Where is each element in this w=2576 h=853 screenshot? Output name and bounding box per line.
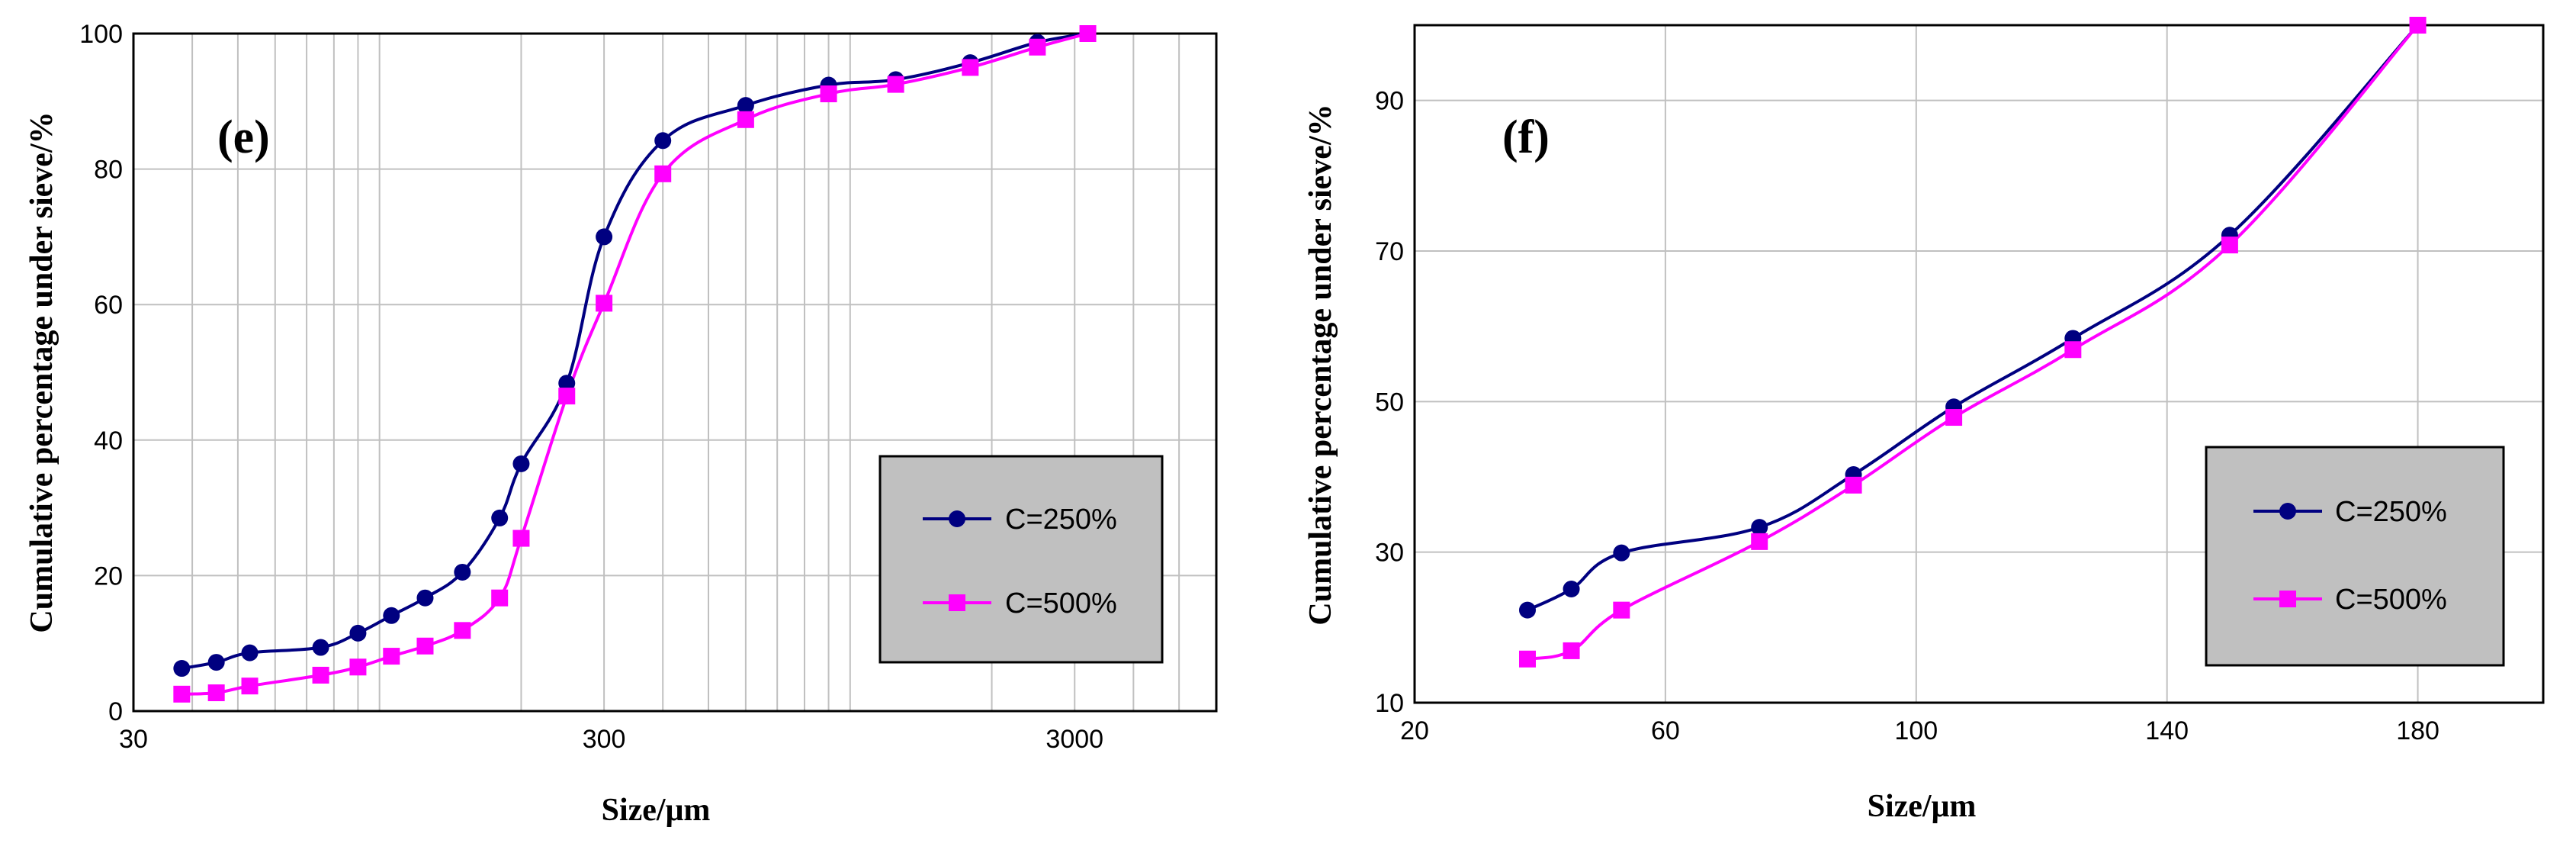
data-point-c250 [173, 660, 191, 678]
data-point-c500 [737, 111, 754, 128]
x-tick-label: 3000 [1045, 725, 1103, 754]
y-tick-label: 40 [94, 426, 123, 455]
data-point-c500 [654, 165, 672, 182]
data-point-c500 [596, 295, 613, 312]
data-point-c250 [383, 607, 400, 624]
data-point-c500 [1613, 601, 1630, 619]
data-point-c250 [454, 563, 471, 581]
legend-marker-c500-f [2279, 591, 2296, 607]
y-tick-label: 0 [108, 697, 123, 726]
data-point-c250 [1613, 544, 1630, 562]
chart-e: 30 300 3000 0 20 40 60 80 100 (e) Size/μm Cumula… [24, 20, 1218, 828]
data-point-c250 [558, 375, 576, 392]
legend-f: C=250% C=500% [2205, 446, 2505, 667]
data-point-c500 [416, 637, 434, 655]
data-point-c250 [1519, 601, 1536, 619]
legend-e: C=250% C=500% [878, 455, 1164, 664]
x-tick-label: 180 [2396, 716, 2439, 745]
data-point-c500 [1945, 409, 1963, 426]
data-point-c250 [241, 644, 259, 661]
data-point-c500 [454, 622, 471, 639]
data-point-c250 [491, 509, 509, 526]
y-axis-label-f: Cumulative percentage under sieve/% [1303, 104, 1338, 625]
legend-marker-c250-f [2279, 503, 2296, 520]
data-point-c500 [2409, 17, 2427, 34]
legend-label-c250-e: C=250% [1005, 504, 1117, 536]
y-tick-label: 60 [94, 291, 123, 320]
data-point-c250 [596, 228, 613, 246]
x-axis-label-f: Size/μm [1868, 789, 1977, 824]
data-point-c500 [820, 85, 837, 103]
data-point-c500 [173, 685, 191, 703]
data-point-c250 [654, 132, 672, 150]
chart-f: 20 60 100 140 180 10 30 50 70 90 (f) Size/μm Cumu… [1303, 17, 2545, 824]
data-point-c250 [1563, 581, 1580, 598]
legend-box-f [2205, 446, 2505, 667]
panel-tag-f: (f) [1502, 111, 1550, 163]
data-point-c500 [1563, 642, 1580, 659]
data-point-c500 [887, 76, 904, 93]
data-point-c500 [1751, 533, 1768, 550]
data-point-c250 [207, 654, 225, 671]
data-point-c250 [512, 455, 530, 472]
data-point-c250 [349, 624, 367, 642]
data-point-c500 [312, 666, 329, 684]
legend-box-e [878, 455, 1164, 664]
series-markers-e [173, 25, 1097, 703]
plot-frame-e [132, 32, 1218, 713]
data-point-c500 [2221, 237, 2238, 254]
data-point-c250 [312, 639, 329, 656]
y-tick-label: 80 [94, 156, 123, 185]
data-point-c500 [1029, 38, 1046, 56]
x-tick-label: 300 [583, 725, 626, 754]
y-tick-label: 10 [1375, 689, 1404, 718]
data-point-c500 [962, 59, 979, 76]
data-point-c250 [1751, 519, 1768, 536]
x-tick-label: 140 [2145, 716, 2189, 745]
legend-label-c500-e: C=500% [1005, 587, 1117, 620]
data-point-c500 [207, 684, 225, 702]
data-point-c500 [1079, 25, 1097, 42]
data-point-c500 [512, 530, 530, 547]
y-axis-label-e: Cumulative percentage under sieve/% [24, 111, 59, 633]
gridlines-e [133, 34, 1216, 711]
legend-label-c500-f: C=500% [2335, 584, 2447, 616]
y-tick-label: 50 [1375, 388, 1404, 417]
data-point-c500 [2064, 341, 2082, 359]
data-point-c250 [416, 589, 434, 607]
plot-frame-f [1413, 24, 2545, 704]
legend-marker-c250-e [949, 510, 965, 527]
data-point-c500 [383, 648, 400, 665]
data-point-c500 [241, 678, 259, 695]
legend-marker-c500-e [949, 594, 965, 611]
y-tick-label: 30 [1375, 539, 1404, 568]
data-point-c500 [1845, 476, 1862, 494]
x-tick-label: 20 [1400, 716, 1429, 745]
legend-label-c250-f: C=250% [2335, 496, 2447, 528]
tick-labels-e: 30 300 3000 0 20 40 60 80 100 [79, 20, 1103, 754]
x-tick-label: 100 [1894, 716, 1938, 745]
data-point-c500 [558, 388, 576, 405]
data-point-c500 [1519, 650, 1536, 668]
x-axis-label-e: Size/μm [602, 793, 711, 828]
data-point-c250 [737, 97, 754, 114]
series-markers-f [1519, 17, 2427, 668]
x-tick-label: 60 [1651, 716, 1680, 745]
y-tick-label: 90 [1375, 87, 1404, 116]
tick-labels-f: 20 60 100 140 180 10 30 50 70 90 [1375, 87, 2439, 745]
data-point-c500 [349, 658, 367, 676]
y-tick-label: 100 [79, 20, 123, 49]
data-point-c500 [491, 589, 509, 607]
panel-tag-e: (e) [217, 111, 270, 163]
y-tick-label: 20 [94, 562, 123, 591]
x-tick-label: 30 [119, 725, 148, 754]
y-tick-label: 70 [1375, 237, 1404, 266]
